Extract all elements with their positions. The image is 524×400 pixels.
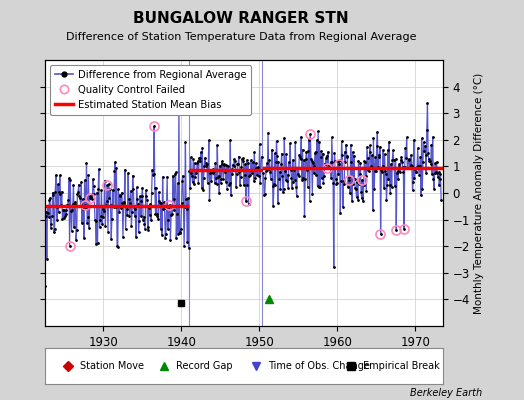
Text: Berkeley Earth: Berkeley Earth — [410, 388, 482, 398]
Text: Time of Obs. Change: Time of Obs. Change — [268, 361, 369, 371]
Text: BUNGALOW RANGER STN: BUNGALOW RANGER STN — [133, 11, 349, 26]
Text: Difference of Station Temperature Data from Regional Average: Difference of Station Temperature Data f… — [66, 32, 416, 42]
Text: Empirical Break: Empirical Break — [363, 361, 440, 371]
Y-axis label: Monthly Temperature Anomaly Difference (°C): Monthly Temperature Anomaly Difference (… — [474, 72, 484, 314]
Legend: Difference from Regional Average, Quality Control Failed, Estimated Station Mean: Difference from Regional Average, Qualit… — [50, 65, 251, 115]
Text: Record Gap: Record Gap — [176, 361, 233, 371]
Text: Station Move: Station Move — [80, 361, 145, 371]
